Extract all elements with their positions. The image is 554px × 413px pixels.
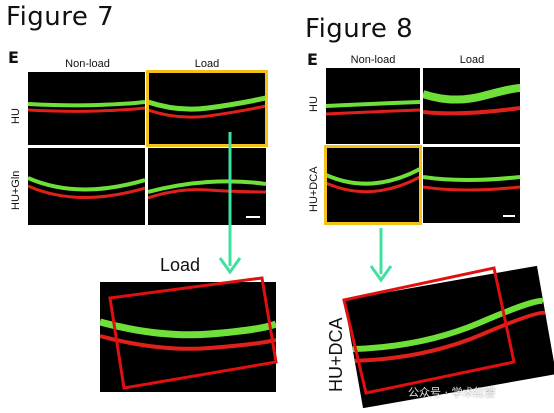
figure8-micrograph-hudca-load [423,147,520,223]
figure8-row-label-hudca: HU+DCA [308,166,320,212]
figure8-title: Figure 8 [305,14,414,44]
figure7-row-label-hugln: HU+Gln [10,170,22,210]
figure8-highlight-box [324,145,422,225]
figure7-micrograph-hugln-nonload [28,148,145,225]
figure8-micrograph-hu-load [423,68,520,144]
figure7-highlight-box [146,70,268,147]
figure8-micrograph-hu-nonload [326,68,420,144]
scale-bar [246,216,260,218]
watermark: 公众号 · 学术红警 [408,386,496,399]
figure8-col-label-nonload: Non-load [350,54,396,66]
figure7-title: Figure 7 [6,2,115,32]
figure8-panel-letter: E [307,50,318,69]
figure7-zoom-micrograph [100,282,276,392]
figure7-micrograph-hu-nonload [28,72,145,145]
figure7-micrograph-hu-load [148,72,266,145]
figure8-col-label-load: Load [459,54,485,66]
figure7-col-label-load: Load [194,58,220,70]
figure7-row-label-hu: HU [10,108,22,124]
scale-bar [503,215,515,217]
figure7-col-label-nonload: Non-load [65,58,110,70]
figure7-zoom-label: Load [160,255,201,275]
figure8-zoom-label: HU+DCA [326,317,346,392]
figure8-micrograph-hudca-nonload [326,147,420,223]
figure7-arrow-head-icon [218,257,242,275]
figure8-row-label-hu: HU [308,96,320,112]
figure7-panel-letter: E [8,48,19,67]
figure8-arrow-head-icon [369,265,393,283]
figure7-micrograph-hugln-load [148,148,266,225]
